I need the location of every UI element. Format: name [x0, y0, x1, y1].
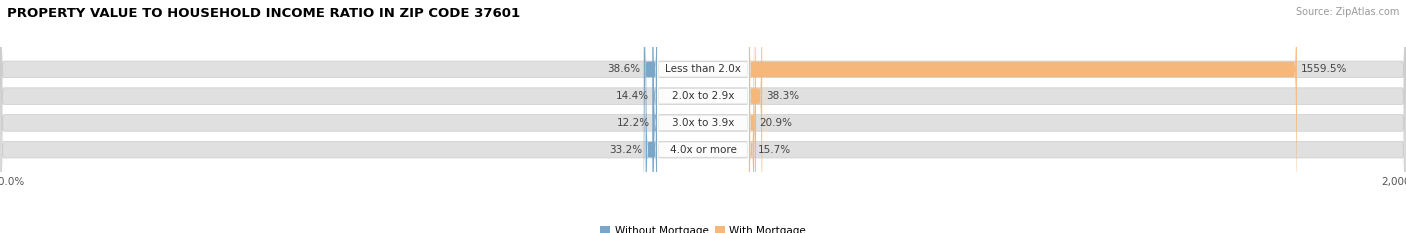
- FancyBboxPatch shape: [657, 0, 749, 223]
- FancyBboxPatch shape: [645, 0, 657, 233]
- Text: 20.9%: 20.9%: [759, 118, 793, 128]
- Text: 1559.5%: 1559.5%: [1301, 64, 1347, 74]
- Text: 15.7%: 15.7%: [758, 145, 790, 155]
- FancyBboxPatch shape: [657, 0, 749, 233]
- Text: 38.6%: 38.6%: [607, 64, 640, 74]
- FancyBboxPatch shape: [749, 0, 754, 233]
- FancyBboxPatch shape: [652, 0, 657, 233]
- FancyBboxPatch shape: [749, 0, 762, 233]
- Legend: Without Mortgage, With Mortgage: Without Mortgage, With Mortgage: [596, 222, 810, 233]
- FancyBboxPatch shape: [657, 0, 749, 233]
- FancyBboxPatch shape: [749, 0, 1296, 233]
- Text: 14.4%: 14.4%: [616, 91, 648, 101]
- FancyBboxPatch shape: [644, 0, 657, 233]
- Text: Less than 2.0x: Less than 2.0x: [665, 64, 741, 74]
- Text: 4.0x or more: 4.0x or more: [669, 145, 737, 155]
- FancyBboxPatch shape: [749, 0, 756, 233]
- Text: 3.0x to 3.9x: 3.0x to 3.9x: [672, 118, 734, 128]
- Text: 38.3%: 38.3%: [766, 91, 799, 101]
- Text: Source: ZipAtlas.com: Source: ZipAtlas.com: [1295, 7, 1399, 17]
- Text: 33.2%: 33.2%: [609, 145, 643, 155]
- Text: PROPERTY VALUE TO HOUSEHOLD INCOME RATIO IN ZIP CODE 37601: PROPERTY VALUE TO HOUSEHOLD INCOME RATIO…: [7, 7, 520, 20]
- Text: 12.2%: 12.2%: [616, 118, 650, 128]
- FancyBboxPatch shape: [652, 0, 657, 233]
- Text: 2.0x to 2.9x: 2.0x to 2.9x: [672, 91, 734, 101]
- FancyBboxPatch shape: [657, 0, 749, 233]
